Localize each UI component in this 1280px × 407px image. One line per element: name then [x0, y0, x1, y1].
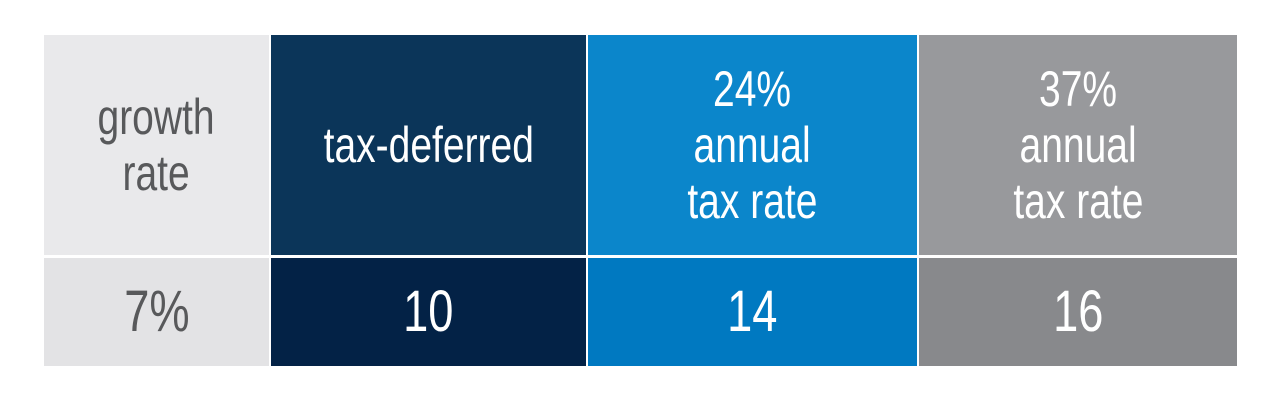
header-line: tax rate [1012, 173, 1144, 229]
header-37-annual-tax-rate: 37% annual tax rate [919, 35, 1237, 255]
header-tax-deferred: tax-deferred [271, 35, 586, 255]
value-growth-rate: 7% [44, 258, 269, 366]
value-text: 14 [727, 279, 778, 344]
comparison-table: growth rate tax-deferred 24% annual tax … [44, 35, 1237, 366]
value-37-annual-tax-rate: 16 [919, 258, 1237, 366]
header-line: 24% [713, 61, 792, 117]
header-line: rate [122, 145, 191, 201]
header-line: tax rate [687, 173, 818, 229]
value-text: 16 [1052, 279, 1104, 344]
value-text: 7% [123, 279, 190, 344]
header-line: annual [693, 117, 812, 173]
value-text: 10 [403, 279, 454, 344]
header-line: annual [1019, 117, 1137, 173]
header-line: tax-deferred [323, 117, 534, 173]
value-24-annual-tax-rate: 14 [588, 258, 917, 366]
header-line: 37% [1038, 61, 1118, 117]
header-line: growth [97, 89, 216, 145]
value-tax-deferred: 10 [271, 258, 586, 366]
header-growth-rate: growth rate [44, 35, 269, 255]
header-24-annual-tax-rate: 24% annual tax rate [588, 35, 917, 255]
